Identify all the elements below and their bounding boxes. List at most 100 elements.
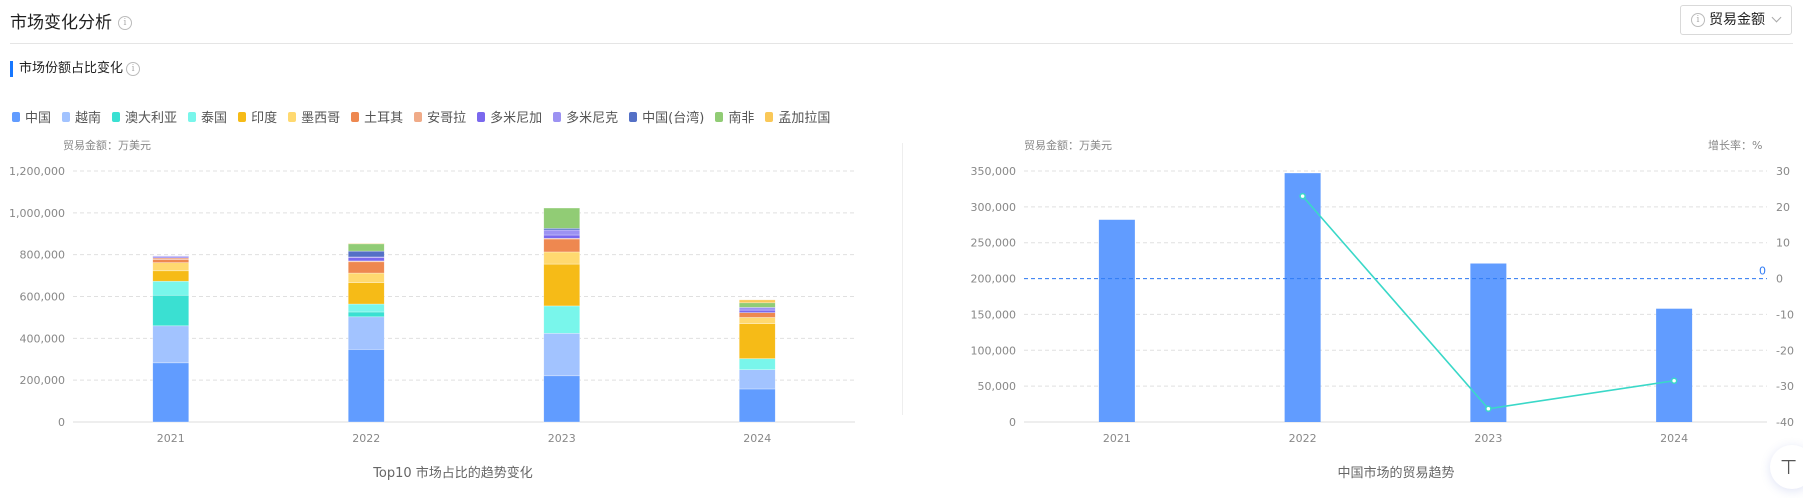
legend-item[interactable]: 澳大利亚 [112, 107, 177, 126]
bar-segment [738, 317, 776, 324]
legend-swatch [238, 111, 247, 122]
info-icon[interactable]: i [126, 61, 141, 76]
legend-label: 多米尼加 [490, 111, 543, 126]
legend-item[interactable]: 泰国 [188, 107, 227, 126]
legend-item[interactable]: 孟加拉国 [765, 107, 830, 126]
bar-segment [738, 309, 776, 313]
legend-label: 印度 [251, 111, 278, 126]
legend-item[interactable]: 越南 [62, 107, 101, 126]
bar-segment [152, 294, 190, 327]
bar-segment [543, 375, 581, 423]
legend-item[interactable]: 中国 [12, 107, 51, 126]
legend-swatch [12, 111, 20, 122]
bar-segment [543, 229, 581, 236]
legend-item[interactable]: 多米尼克 [553, 107, 618, 126]
page-title: 市场变化分析 i [10, 8, 132, 33]
bar-segment [347, 243, 385, 245]
y-tick-label: 0 [58, 416, 65, 429]
metric-select-value: 贸易金额 [1709, 12, 1765, 28]
info-icon[interactable]: i [118, 16, 132, 30]
y-tick-label: 400,000 [20, 332, 66, 345]
info-icon: i [1691, 13, 1705, 27]
section-title: 市场份额占比变化 i [10, 61, 141, 77]
y-tick-label: 300,000 [971, 201, 1017, 214]
y2-tick-label: -20 [1776, 344, 1794, 357]
left-y-axis-title: 贸易金额：万美元 [63, 139, 151, 152]
header-divider [10, 43, 1793, 44]
legend-item[interactable]: 中国(台湾) [629, 107, 704, 126]
growth-rate-point [1670, 377, 1678, 385]
bar-segment [543, 234, 581, 239]
bar-segment [347, 272, 385, 283]
legend-label: 孟加拉国 [778, 111, 831, 126]
bar-segment [152, 259, 190, 263]
growth-rate-point [1299, 192, 1306, 200]
y2-tick-label: 0 [1776, 273, 1783, 286]
section-title-text: 市场份额占比变化 [19, 61, 124, 76]
bar-segment [347, 243, 385, 252]
bar-segment [152, 362, 190, 423]
y-tick-label: 200,000 [20, 374, 66, 387]
bar-segment [347, 250, 385, 258]
legend-label: 土耳其 [364, 111, 404, 126]
legend-item[interactable]: 墨西哥 [288, 107, 340, 126]
bar-segment [347, 261, 385, 274]
legend-item[interactable]: 南非 [715, 107, 754, 126]
legend-item[interactable]: 安哥拉 [414, 107, 466, 126]
y-tick-label: 100,000 [971, 344, 1017, 357]
metric-select[interactable]: i 贸易金额 [1680, 5, 1792, 35]
bar-segment [152, 262, 190, 272]
chart-divider [902, 143, 903, 415]
bar-segment [347, 282, 385, 305]
y-tick-label: 350,000 [971, 165, 1017, 178]
legend-label: 安哥拉 [427, 111, 467, 126]
x-tick-label: 2024 [743, 432, 771, 445]
legend-swatch [765, 111, 774, 122]
legend-item[interactable]: 土耳其 [351, 107, 403, 126]
legend-swatch [188, 111, 197, 122]
y-tick-label: 250,000 [971, 237, 1017, 250]
y-tick-label: 150,000 [971, 308, 1017, 321]
legend-item[interactable]: 多米尼加 [477, 107, 542, 126]
x-tick-label: 2021 [157, 432, 185, 445]
bar-segment [543, 251, 581, 265]
legend-swatch [62, 111, 71, 122]
page-title-text: 市场变化分析 [10, 13, 112, 33]
y2-tick-label: -10 [1776, 308, 1794, 321]
y-tick-label: 1,200,000 [9, 165, 65, 178]
bar [1098, 219, 1135, 422]
back-to-top-button[interactable]: ⊤ [1770, 445, 1803, 489]
x-tick-label: 2023 [548, 432, 576, 445]
y2-tick-label: -40 [1776, 416, 1794, 429]
legend-item[interactable]: 印度 [238, 107, 277, 126]
y2-tick-label: -30 [1776, 380, 1794, 393]
legend-label: 墨西哥 [301, 111, 341, 126]
legend-swatch [629, 111, 638, 122]
right-chart-caption: 中国市场的贸易趋势 [1337, 466, 1455, 481]
bar-segment [152, 270, 190, 282]
legend-label: 南非 [728, 111, 755, 126]
right-chart-y-axis-title: 贸易金额：万美元 [1024, 139, 1112, 152]
reference-line-label: 0 [1759, 265, 1766, 278]
legend-swatch [414, 111, 423, 122]
legend-label: 澳大利亚 [125, 111, 178, 126]
bar-segment [738, 323, 776, 359]
bar-segment [738, 307, 776, 311]
x-tick-label: 2022 [352, 432, 380, 445]
bar-segment [543, 305, 581, 334]
bar-segment [738, 369, 776, 390]
bar-segment [347, 349, 385, 423]
bar [1284, 173, 1321, 422]
bar-segment [738, 299, 776, 304]
x-tick-label: 2021 [1103, 432, 1131, 445]
bar-segment [738, 312, 776, 318]
legend-swatch [715, 111, 724, 122]
legend-label: 越南 [75, 111, 102, 126]
growth-rate-point [1485, 405, 1492, 412]
bar-segment [347, 257, 385, 262]
legend-swatch [112, 111, 121, 122]
arrow-up-icon: ⊤ [1780, 455, 1798, 479]
y-tick-label: 200,000 [971, 273, 1017, 286]
legend-swatch [288, 111, 297, 122]
